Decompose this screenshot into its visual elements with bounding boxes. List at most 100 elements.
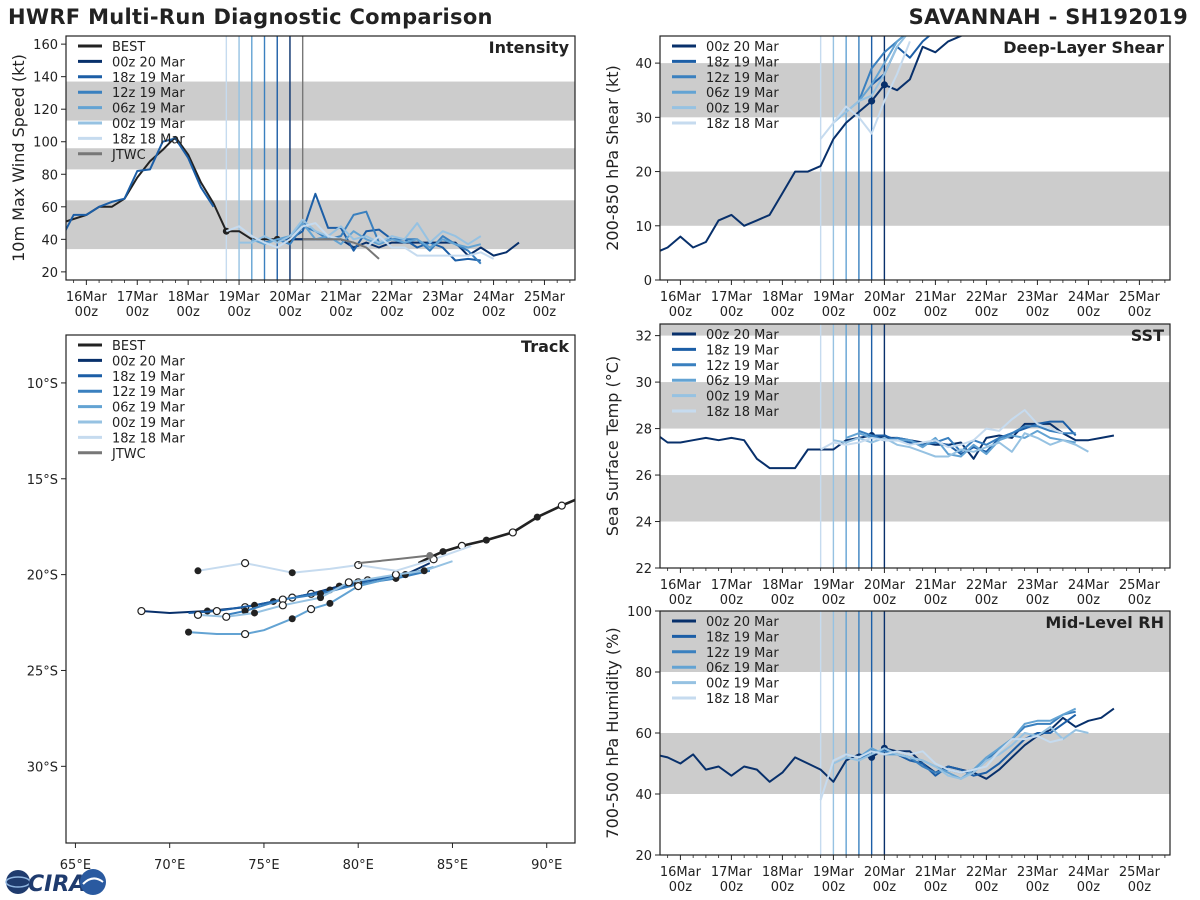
x-tick-label-date: 20Mar bbox=[864, 578, 906, 593]
threshold-band bbox=[660, 63, 1170, 118]
x-tick-label-hour: 00z bbox=[431, 305, 455, 320]
series-line-00z-19-mar bbox=[832, 36, 907, 124]
x-tick-label: 90°E bbox=[531, 858, 562, 873]
x-tick-label-date: 25Mar bbox=[1119, 578, 1161, 593]
satellite-swoosh bbox=[82, 877, 104, 885]
x-tick-label-hour: 00z bbox=[533, 305, 557, 320]
x-tick-label-hour: 00z bbox=[924, 880, 948, 895]
track-marker-filled bbox=[439, 548, 447, 556]
legend-entry: 18z 19 Mar bbox=[112, 370, 185, 385]
x-tick-label-date: 20Mar bbox=[864, 865, 906, 880]
legend-entry: 06z 19 Mar bbox=[112, 401, 185, 416]
x-tick-label-date: 25Mar bbox=[1119, 290, 1161, 305]
legend-entry: JTWC bbox=[111, 148, 146, 163]
series-line-00z-19-mar bbox=[239, 218, 482, 246]
x-tick-label-date: 21Mar bbox=[915, 865, 957, 880]
x-tick-label-hour: 00z bbox=[771, 880, 795, 895]
legend-entry: 00z 20 Mar bbox=[112, 55, 185, 70]
x-tick-label-date: 25Mar bbox=[524, 290, 566, 305]
x-tick-label-date: 25Mar bbox=[1119, 865, 1161, 880]
y-axis-label: 10m Max Wind Speed (kt) bbox=[9, 54, 28, 262]
threshold-band bbox=[660, 611, 1170, 672]
threshold-band bbox=[660, 171, 1170, 226]
plot-area bbox=[660, 611, 1170, 855]
x-tick-label-date: 16Mar bbox=[66, 290, 108, 305]
legend-entry: 12z 19 Mar bbox=[112, 86, 185, 101]
legend-entry: 12z 19 Mar bbox=[706, 359, 779, 374]
panel-sst: 22242628303216Mar00z17Mar00z18Mar00z19Ma… bbox=[603, 323, 1171, 608]
x-tick-label-date: 19Mar bbox=[813, 578, 855, 593]
x-tick-label-hour: 00z bbox=[1026, 305, 1050, 320]
series-line-00z-20-mar bbox=[660, 36, 963, 252]
x-tick-label-hour: 00z bbox=[873, 593, 897, 608]
track-marker-filled bbox=[317, 594, 324, 602]
track-marker-open bbox=[193, 610, 203, 619]
track-marker-filled bbox=[194, 567, 202, 575]
x-tick-label-hour: 00z bbox=[720, 593, 744, 608]
x-tick-label-date: 24Mar bbox=[1068, 578, 1110, 593]
cira-logo: CIRA bbox=[5, 869, 106, 897]
x-tick-label-date: 17Mar bbox=[711, 865, 753, 880]
track-marker-open bbox=[240, 559, 250, 568]
x-tick-label-hour: 00z bbox=[278, 305, 302, 320]
series-line-18z-19-mar bbox=[871, 420, 1077, 456]
y-tick-label: 40 bbox=[635, 788, 652, 803]
y-axis-label: Sea Surface Temp (°C) bbox=[603, 356, 622, 536]
panel-title: Deep-Layer Shear bbox=[1003, 38, 1164, 57]
x-tick-label-hour: 00z bbox=[126, 305, 150, 320]
track-marker-filled bbox=[251, 609, 259, 617]
track-marker-filled bbox=[288, 615, 296, 623]
y-axis-label: 200-850 hPa Shear (kt) bbox=[603, 65, 622, 251]
y-tick-label: 140 bbox=[33, 71, 58, 86]
x-tick-label-hour: 00z bbox=[1077, 305, 1101, 320]
x-tick-label-date: 23Mar bbox=[1017, 578, 1059, 593]
legend-entry: BEST bbox=[112, 40, 145, 55]
track-marker-open bbox=[306, 605, 316, 614]
y-tick-label: 0 bbox=[644, 274, 652, 289]
x-tick-label-hour: 00z bbox=[1128, 305, 1152, 320]
x-tick-label-hour: 00z bbox=[720, 880, 744, 895]
x-tick-label-hour: 00z bbox=[380, 305, 404, 320]
x-tick-label: 70°E bbox=[154, 858, 185, 873]
track-marker-open bbox=[222, 612, 231, 621]
legend-entry: 00z 19 Mar bbox=[112, 416, 185, 431]
x-tick-label-date: 17Mar bbox=[711, 290, 753, 305]
y-tick-label: 60 bbox=[41, 201, 58, 216]
x-tick-label-date: 22Mar bbox=[966, 865, 1008, 880]
threshold-band bbox=[660, 324, 1170, 336]
x-tick-label-hour: 00z bbox=[873, 880, 897, 895]
y-tick-label: 20 bbox=[635, 849, 652, 864]
track-marker-filled bbox=[482, 536, 490, 544]
x-tick-label-date: 19Mar bbox=[219, 290, 261, 305]
x-tick-label-hour: 00z bbox=[669, 593, 693, 608]
x-tick-label: 75°E bbox=[248, 858, 279, 873]
legend-entry: 06z 19 Mar bbox=[706, 86, 779, 101]
legend-entry: 00z 20 Mar bbox=[112, 354, 185, 369]
plot-area bbox=[137, 498, 575, 639]
x-tick-label-date: 19Mar bbox=[813, 865, 855, 880]
track-marker-filled bbox=[185, 628, 193, 636]
x-tick-label-hour: 00z bbox=[975, 880, 999, 895]
threshold-band bbox=[66, 81, 575, 121]
x-tick-label: 85°E bbox=[437, 858, 468, 873]
x-tick-label-hour: 00z bbox=[822, 880, 846, 895]
series-marker bbox=[868, 97, 876, 105]
series-line-best bbox=[66, 135, 303, 241]
panel-title: Track bbox=[521, 337, 569, 356]
y-axis-label: 700-500 hPa Humidity (%) bbox=[603, 627, 622, 838]
series-line-18z-19-mar bbox=[277, 192, 481, 262]
panel-track: 65°E 70°E 75°E 80°E 85°E 90°E 10°S 15°S 20°S 25°S… bbox=[27, 334, 576, 873]
x-tick-label-date: 16Mar bbox=[660, 578, 702, 593]
y-tick-label: 32 bbox=[635, 330, 652, 345]
x-tick-label-hour: 00z bbox=[176, 305, 200, 320]
track-marker-filled bbox=[533, 513, 541, 521]
x-tick-label-hour: 00z bbox=[822, 593, 846, 608]
series-line-12z-19-mar bbox=[857, 36, 906, 102]
track-marker-open bbox=[240, 629, 250, 639]
x-tick-label-hour: 00z bbox=[720, 305, 744, 320]
legend-entry: 18z 18 Mar bbox=[112, 132, 185, 147]
x-tick-label-date: 17Mar bbox=[117, 290, 159, 305]
